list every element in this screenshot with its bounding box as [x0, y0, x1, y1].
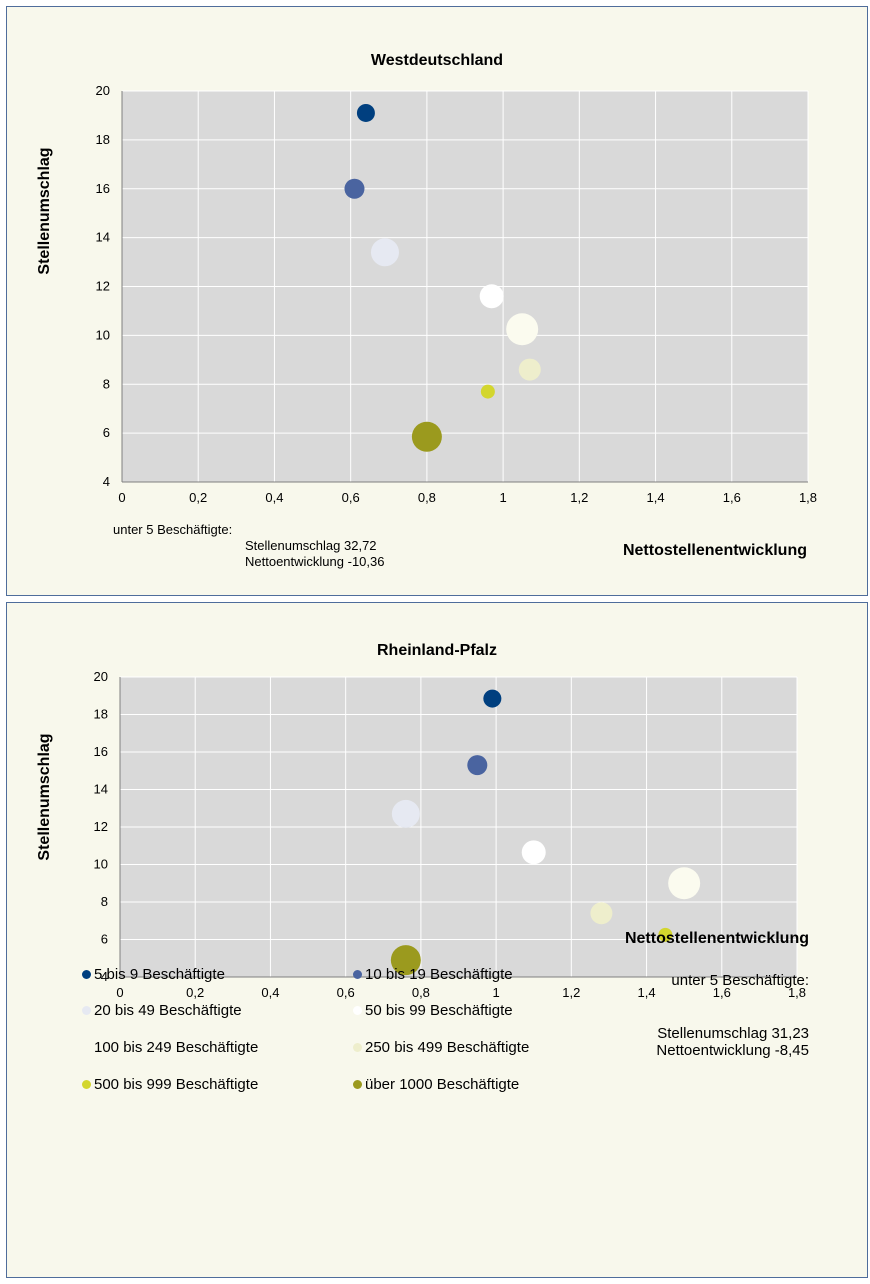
chart-panel-rheinland-pfalz: 0 0,2 0,4 0,6 0,8 1 1,2 1,4 1,6 1,8 4 6 8 10 12 14 16 18 2…: [6, 602, 868, 1278]
legend-item-5-9: 5 bis 9 Beschäftigte: [82, 966, 225, 983]
data-point: [411, 421, 442, 452]
y-tick-label: 18: [94, 707, 108, 722]
legend-label: 100 bis 249 Beschäftigte: [94, 1039, 259, 1056]
data-point: [658, 927, 673, 942]
annotation-nettoentwicklung: Nettoentwicklung -8,45: [656, 1042, 809, 1059]
data-point: [590, 902, 613, 925]
x-tick-label: 1,6: [723, 490, 741, 505]
y-tick-label: 12: [96, 279, 110, 294]
legend-marker: [82, 1043, 91, 1052]
y-tick-label: 8: [101, 894, 108, 909]
x-tick-label: 1,4: [638, 985, 656, 1000]
y-tick-label: 8: [103, 376, 110, 391]
legend-item-250-499: 250 bis 499 Beschäftigte: [353, 1039, 529, 1056]
annotation-header: unter 5 Beschäftigte:: [671, 972, 809, 989]
x-tick-label: 0,2: [186, 985, 204, 1000]
y-tick-label: 14: [94, 782, 108, 797]
legend-label: 500 bis 999 Beschäftigte: [94, 1076, 259, 1093]
chart-title: Rheinland-Pfalz: [377, 642, 497, 659]
y-axis-label: Stellenumschlag: [36, 147, 53, 274]
legend-marker: [353, 970, 362, 979]
legend-marker: [353, 1006, 362, 1015]
x-tick-label: 1,8: [788, 985, 806, 1000]
plot-group: 0 0,2 0,4 0,6 0,8 1 1,2 1,4 1,6 1,8 4 6 8 10 12 14 16 18 2…: [96, 83, 818, 505]
x-axis-label: Nettostellenentwicklung: [623, 542, 807, 559]
annotation-header: unter 5 Beschäftigte:: [113, 522, 233, 537]
x-tick-label: 1,2: [562, 985, 580, 1000]
y-tick-label: 20: [94, 669, 108, 684]
y-tick-label: 6: [103, 425, 110, 440]
legend-label: 20 bis 49 Beschäftigte: [94, 1002, 242, 1019]
data-point: [506, 313, 539, 346]
y-tick-label: 4: [103, 474, 110, 489]
y-axis-label: Stellenumschlag: [36, 733, 53, 860]
x-tick-label: 1,8: [799, 490, 817, 505]
y-tick-label: 16: [96, 181, 110, 196]
x-tick-label: 0: [116, 985, 123, 1000]
y-tick-label: 18: [96, 132, 110, 147]
scatter-chart-rheinland-pfalz: 0 0,2 0,4 0,6 0,8 1 1,2 1,4 1,6 1,8 4 6 8 10 12 14 16 18 2…: [36, 642, 807, 1000]
legend-marker: [353, 1043, 362, 1052]
data-point: [467, 755, 488, 776]
x-tick-label: 1,6: [713, 985, 731, 1000]
legend-label: 50 bis 99 Beschäftigte: [365, 1002, 513, 1019]
x-tick-label: 0,4: [265, 490, 283, 505]
data-point: [668, 867, 701, 900]
annotation-stellenumschlag: Stellenumschlag 32,72: [245, 538, 377, 553]
chart-title: Westdeutschland: [371, 52, 503, 69]
x-tick-label: 1,4: [647, 490, 665, 505]
x-axis-label-text: Nettostellenentwicklung: [624, 930, 809, 947]
legend-label: über 1000 Beschäftigte: [365, 1076, 520, 1093]
legend-item-50-99: 50 bis 99 Beschäftigte: [353, 1002, 513, 1019]
x-tick-label: 0,2: [189, 490, 207, 505]
y-tick-label: 14: [96, 230, 110, 245]
data-point: [483, 689, 502, 708]
legend-item-ueber-1000: über 1000 Beschäftigte: [353, 1076, 519, 1093]
scatter-chart-westdeutschland: 0 0,2 0,4 0,6 0,8 1 1,2 1,4 1,6 1,8 4 6 8 10 12 14 16 18 2…: [36, 52, 818, 559]
legend-marker: [82, 1080, 91, 1089]
data-point: [391, 799, 420, 828]
y-tick-label: 4: [101, 969, 108, 984]
data-point: [344, 178, 365, 199]
legend-marker: [82, 970, 91, 979]
legend-label: 250 bis 499 Beschäftigte: [365, 1039, 530, 1056]
annotation-block: Stellenumschlag 31,23 Nettoentwicklung -…: [656, 1025, 809, 1059]
data-point: [479, 284, 504, 309]
y-tick-label: 10: [94, 857, 108, 872]
data-point: [390, 945, 421, 976]
legend-item-100-249: 100 bis 249 Beschäftigte: [82, 1039, 258, 1056]
legend-item-20-49: 20 bis 49 Beschäftigte: [82, 1002, 242, 1019]
x-tick-label: 1: [492, 985, 499, 1000]
x-tick-label: 0,6: [342, 490, 360, 505]
data-point: [356, 103, 375, 122]
x-tick-label: 0: [118, 490, 125, 505]
data-point: [518, 358, 541, 381]
x-tick-label: 0,8: [412, 985, 430, 1000]
legend-marker: [82, 1006, 91, 1015]
y-tick-label: 10: [96, 327, 110, 342]
data-point: [370, 238, 399, 267]
y-tick-label: 12: [94, 819, 108, 834]
legend-marker: [353, 1080, 362, 1089]
y-tick-label: 20: [96, 83, 110, 98]
x-tick-label: 0,8: [418, 490, 436, 505]
y-tick-label: 6: [101, 932, 108, 947]
x-tick-label: 0,4: [261, 985, 279, 1000]
legend-label: 10 bis 19 Beschäftigte: [365, 966, 513, 983]
plot-group: 0 0,2 0,4 0,6 0,8 1 1,2 1,4 1,6 1,8 4 6 8 10 12 14 16 18 2…: [94, 669, 807, 1000]
annotation-nettoentwicklung: Nettoentwicklung -10,36: [245, 554, 385, 569]
legend-item-10-19: 10 bis 19 Beschäftigte: [353, 966, 513, 983]
data-point: [480, 384, 495, 399]
chart-panel-westdeutschland: 0 0,2 0,4 0,6 0,8 1 1,2 1,4 1,6 1,8 4 6 8 10 12 14 16 18 2…: [6, 6, 868, 596]
data-point: [521, 840, 546, 865]
x-tick-label: 0,6: [337, 985, 355, 1000]
legend-label: 5 bis 9 Beschäftigte: [94, 966, 225, 983]
y-tick-label: 16: [94, 744, 108, 759]
annotation-stellenumschlag: Stellenumschlag 31,23: [657, 1025, 809, 1042]
x-tick-label: 1,2: [570, 490, 588, 505]
x-tick-label: 1: [499, 490, 506, 505]
legend-item-500-999: 500 bis 999 Beschäftigte: [82, 1076, 258, 1093]
